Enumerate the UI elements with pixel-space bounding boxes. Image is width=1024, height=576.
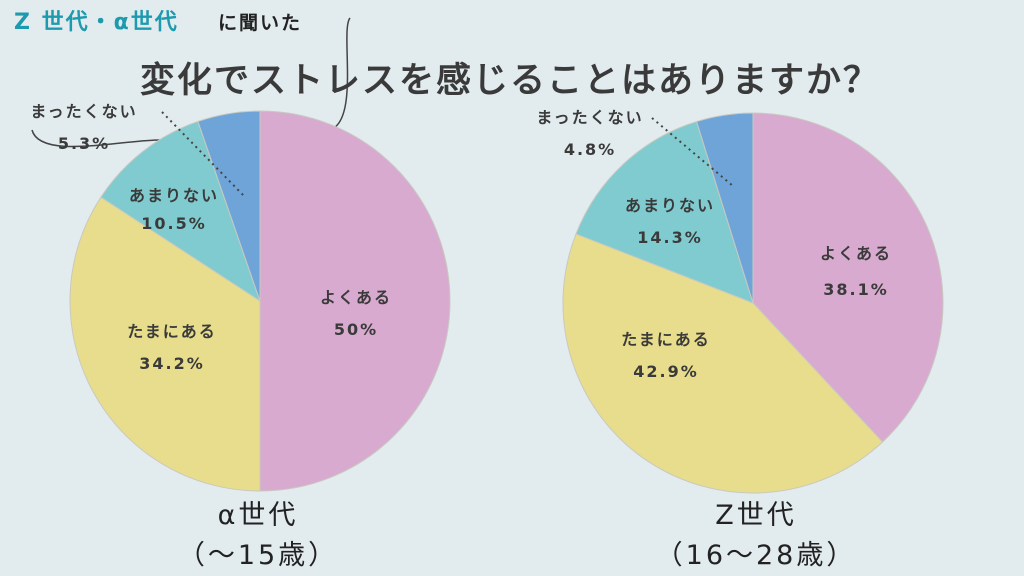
caption-z: Z世代 （16～28歳）	[655, 500, 857, 571]
pie-slice-0	[259, 110, 451, 492]
label-often-z: よくある 38.1%	[819, 244, 893, 299]
label-sometimes-alpha: たまにある 34.2%	[127, 322, 217, 373]
pie-slice-3	[695, 112, 754, 304]
subtitle-highlight: Z 世代・α世代	[14, 10, 179, 35]
leader-line-alpha	[161, 111, 245, 197]
caption-alpha: α世代 （～15歳）	[177, 500, 339, 571]
label-rarely-z: あまりない 14.3%	[624, 196, 716, 247]
pie-z	[562, 112, 944, 494]
label-often-alpha: よくある 50%	[319, 288, 393, 339]
page-title: 変化でストレスを感じることはありますか？	[140, 61, 881, 101]
pie-slice-1	[562, 233, 884, 494]
label-sometimes-z: たまにある 42.9%	[621, 330, 711, 381]
pie-slice-1	[69, 196, 261, 492]
label-never-z: まったくない 4.8%	[536, 108, 644, 159]
pie-slice-3	[197, 110, 261, 302]
label-never-alpha: まったくない 5.3%	[30, 102, 138, 153]
pie-alpha	[69, 110, 451, 492]
pie-slice-2	[575, 120, 754, 304]
label-rarely-alpha: あまりない 10.5%	[128, 186, 220, 233]
subtitle-rest: に聞いた	[218, 12, 303, 34]
pie-slice-2	[100, 120, 261, 303]
pie-slice-0	[752, 112, 944, 443]
